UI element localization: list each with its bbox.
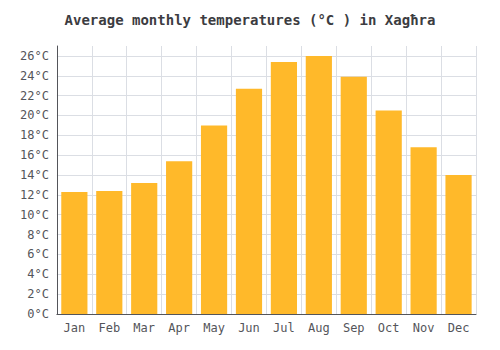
svg-text:6°C: 6°C (27, 247, 49, 261)
svg-text:10°C: 10°C (20, 208, 49, 222)
svg-text:Feb: Feb (98, 321, 120, 335)
svg-text:8°C: 8°C (27, 228, 49, 242)
svg-text:Sep: Sep (343, 321, 365, 335)
svg-text:Mar: Mar (133, 321, 155, 335)
svg-text:4°C: 4°C (27, 267, 49, 281)
svg-text:Oct: Oct (378, 321, 400, 335)
svg-text:Jun: Jun (238, 321, 260, 335)
svg-text:Nov: Nov (413, 321, 435, 335)
svg-text:Jan: Jan (64, 321, 86, 335)
svg-text:May: May (203, 321, 225, 335)
svg-text:22°C: 22°C (20, 89, 49, 103)
svg-text:Jul: Jul (273, 321, 295, 335)
svg-text:Aug: Aug (308, 321, 330, 335)
svg-text:0°C: 0°C (27, 307, 49, 321)
svg-text:16°C: 16°C (20, 148, 49, 162)
svg-text:Apr: Apr (168, 321, 190, 335)
svg-text:2°C: 2°C (27, 287, 49, 301)
svg-text:18°C: 18°C (20, 128, 49, 142)
svg-text:20°C: 20°C (20, 108, 49, 122)
svg-text:26°C: 26°C (20, 49, 49, 63)
svg-text:Average monthly temperatures (: Average monthly temperatures (°C ) in Xa… (65, 12, 436, 28)
svg-text:12°C: 12°C (20, 188, 49, 202)
svg-text:Dec: Dec (448, 321, 470, 335)
svg-text:14°C: 14°C (20, 168, 49, 182)
svg-text:24°C: 24°C (20, 69, 49, 83)
